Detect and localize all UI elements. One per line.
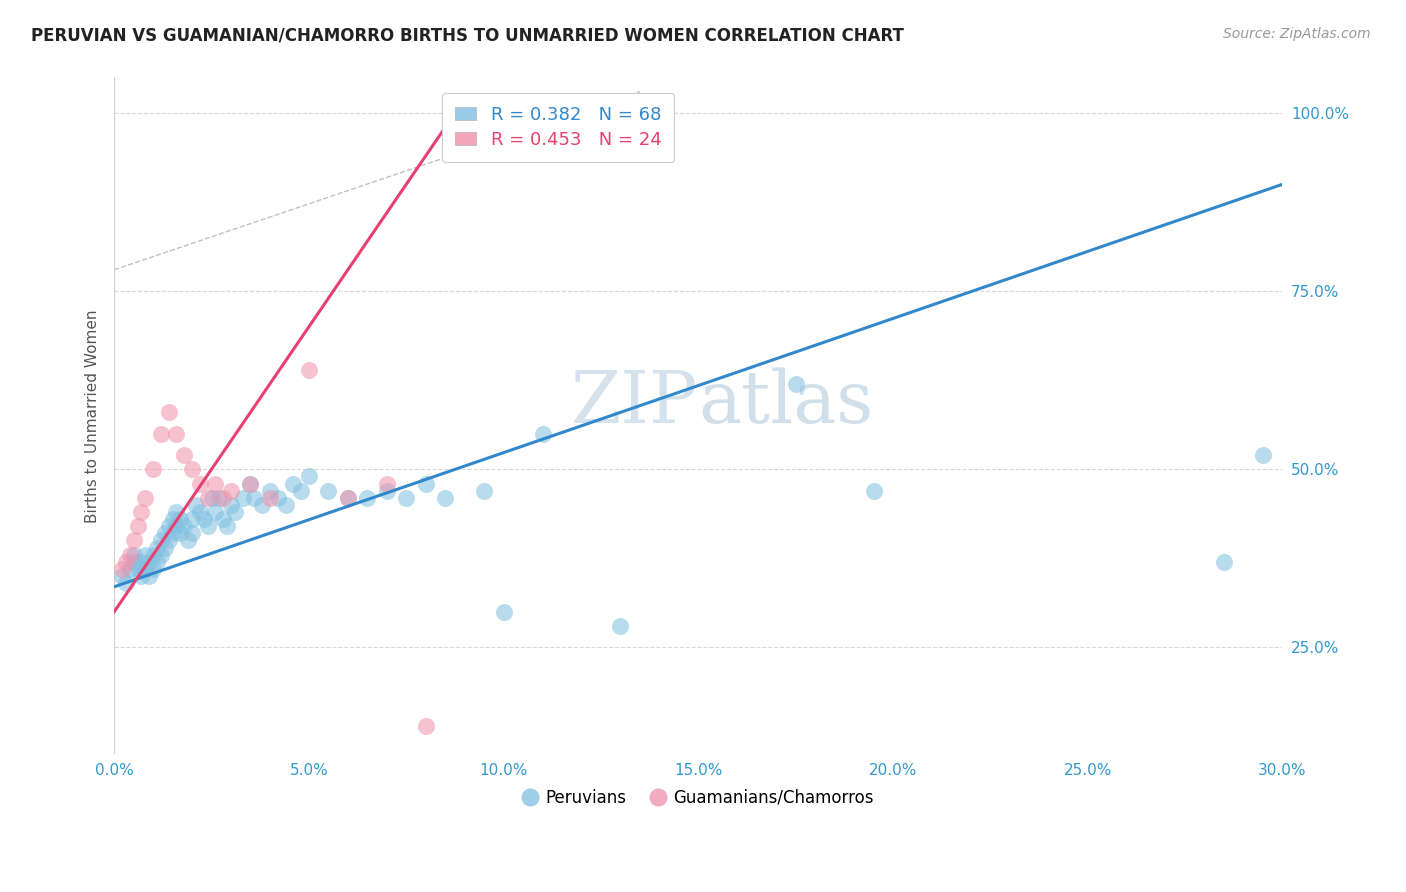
Point	[122, 555, 145, 569]
Point	[115, 555, 138, 569]
Point	[212, 512, 235, 526]
Point	[166, 505, 188, 519]
Point	[181, 512, 204, 526]
Y-axis label: Births to Unmarried Women: Births to Unmarried Women	[86, 309, 100, 523]
Point	[138, 569, 160, 583]
Legend: Peruvians, Guamanians/Chamorros: Peruvians, Guamanians/Chamorros	[517, 782, 880, 814]
Point	[336, 491, 359, 505]
Point	[298, 362, 321, 376]
Point	[162, 526, 184, 541]
Point	[290, 483, 312, 498]
Point	[298, 469, 321, 483]
Point	[184, 498, 207, 512]
Point	[181, 462, 204, 476]
Point	[122, 533, 145, 548]
Point	[122, 548, 145, 562]
Point	[177, 533, 200, 548]
Point	[138, 555, 160, 569]
Point	[131, 555, 153, 569]
Point	[188, 476, 211, 491]
Point	[250, 498, 273, 512]
Point	[193, 512, 215, 526]
Point	[375, 483, 398, 498]
Point	[157, 519, 180, 533]
Point	[415, 719, 437, 733]
Point	[492, 605, 515, 619]
Point	[142, 462, 165, 476]
Point	[134, 562, 156, 576]
Point	[609, 619, 631, 633]
Point	[204, 505, 226, 519]
Point	[166, 426, 188, 441]
Point	[157, 533, 180, 548]
Point	[219, 498, 242, 512]
Point	[243, 491, 266, 505]
Point	[375, 476, 398, 491]
Point	[169, 512, 191, 526]
Point	[200, 491, 222, 505]
Point	[166, 519, 188, 533]
Point	[162, 512, 184, 526]
Point	[127, 562, 149, 576]
Point	[173, 519, 195, 533]
Point	[1213, 555, 1236, 569]
Point	[153, 526, 176, 541]
Point	[149, 548, 172, 562]
Point	[283, 476, 305, 491]
Point	[224, 505, 246, 519]
Point	[197, 519, 219, 533]
Point	[204, 476, 226, 491]
Point	[318, 483, 340, 498]
Point	[259, 491, 281, 505]
Point	[531, 426, 554, 441]
Point	[356, 491, 378, 505]
Point	[208, 491, 231, 505]
Text: Source: ZipAtlas.com: Source: ZipAtlas.com	[1223, 27, 1371, 41]
Point	[131, 569, 153, 583]
Point	[862, 483, 884, 498]
Point	[142, 562, 165, 576]
Point	[219, 483, 242, 498]
Point	[111, 562, 134, 576]
Point	[111, 569, 134, 583]
Point	[212, 491, 235, 505]
Point	[188, 505, 211, 519]
Point	[415, 476, 437, 491]
Text: PERUVIAN VS GUAMANIAN/CHAMORRO BIRTHS TO UNMARRIED WOMEN CORRELATION CHART: PERUVIAN VS GUAMANIAN/CHAMORRO BIRTHS TO…	[31, 27, 904, 45]
Point	[146, 555, 169, 569]
Point	[239, 476, 262, 491]
Point	[197, 491, 219, 505]
Point	[118, 548, 141, 562]
Point	[118, 562, 141, 576]
Point	[1251, 448, 1274, 462]
Point	[146, 541, 169, 555]
Point	[134, 491, 156, 505]
Point	[434, 491, 457, 505]
Point	[232, 491, 254, 505]
Point	[142, 548, 165, 562]
Point	[149, 426, 172, 441]
Point	[274, 498, 297, 512]
Point	[157, 405, 180, 419]
Point	[127, 519, 149, 533]
Text: atlas: atlas	[699, 367, 873, 438]
Point	[115, 576, 138, 591]
Point	[149, 533, 172, 548]
Text: ZIP: ZIP	[571, 367, 699, 438]
Point	[785, 376, 807, 391]
Point	[173, 448, 195, 462]
Point	[259, 483, 281, 498]
Point	[217, 519, 239, 533]
Point	[169, 526, 191, 541]
Point	[131, 505, 153, 519]
Point	[472, 483, 495, 498]
Point	[336, 491, 359, 505]
Point	[395, 491, 418, 505]
Point	[267, 491, 290, 505]
Point	[153, 541, 176, 555]
Point	[134, 548, 156, 562]
Point	[239, 476, 262, 491]
Point	[181, 526, 204, 541]
